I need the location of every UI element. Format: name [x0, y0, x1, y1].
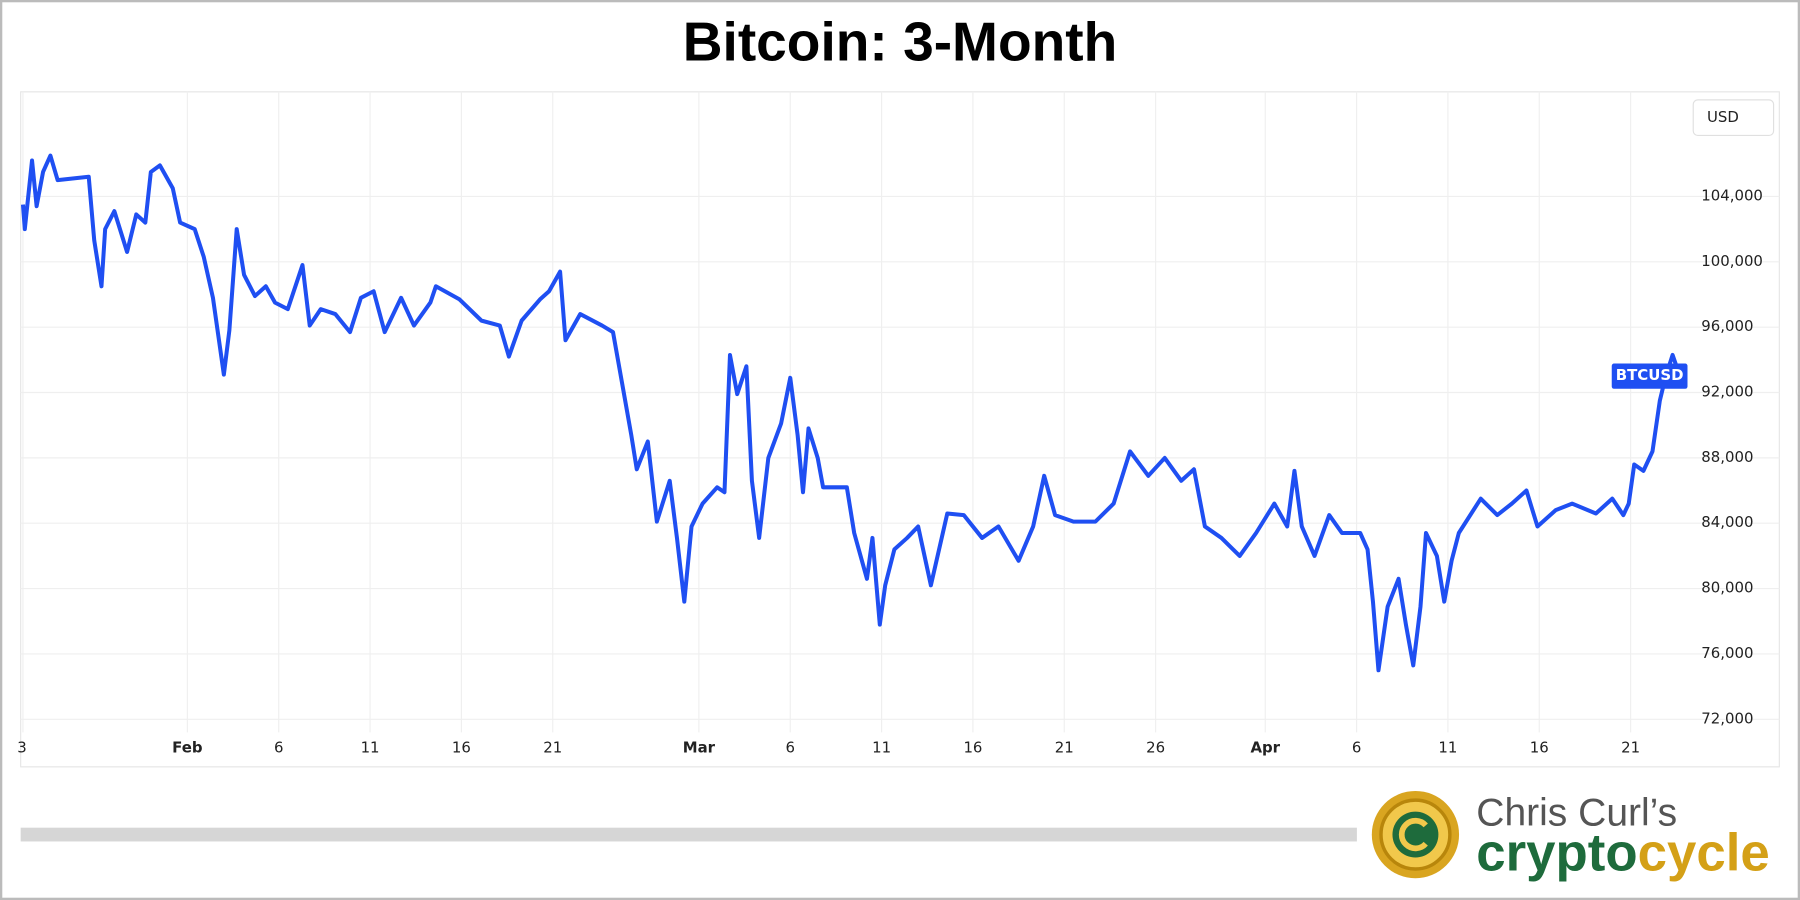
- x-tick-label: 26: [1146, 738, 1165, 756]
- x-tick-label: 6: [785, 738, 794, 756]
- logo-c: [1398, 817, 1428, 852]
- y-tick-label: 72,000: [1701, 709, 1753, 727]
- y-tick-label: 84,000: [1701, 513, 1753, 531]
- y-tick-label: 104,000: [1701, 186, 1763, 204]
- x-tick-label: 11: [361, 738, 380, 756]
- price-line: [20, 153, 1682, 673]
- unit-label: USD: [1707, 108, 1739, 126]
- y-tick-label: 96,000: [1701, 317, 1753, 335]
- chart-title: Bitcoin: 3-Month: [683, 10, 1118, 72]
- y-tick-label: 88,000: [1701, 448, 1753, 466]
- series-badge: [1611, 363, 1688, 389]
- logo-word: cryptocycle: [1476, 823, 1769, 882]
- plot-frame: [20, 91, 1780, 768]
- series-badge-label: BTCUSD: [1616, 366, 1684, 384]
- y-tick-label: 80,000: [1701, 579, 1753, 597]
- y-tick-label: 76,000: [1701, 644, 1753, 662]
- x-tick-label: 21: [1055, 738, 1074, 756]
- x-tick-label: Apr: [1250, 738, 1280, 756]
- logo: Chris Curl’s cryptocycle: [1371, 790, 1770, 882]
- x-tick-label: 3: [17, 738, 26, 756]
- x-tick-label: 11: [1438, 738, 1457, 756]
- x-tick-label: 21: [1621, 738, 1640, 756]
- unit-box: [1692, 99, 1775, 137]
- x-tick-label: Feb: [172, 738, 202, 756]
- x-tick-label: 16: [963, 738, 982, 756]
- y-tick-label: 100,000: [1701, 252, 1763, 270]
- x-tick-label: 6: [274, 738, 283, 756]
- scrollbar[interactable]: [20, 827, 1357, 842]
- x-tick-label: 16: [452, 738, 471, 756]
- x-tick-label: 11: [872, 738, 891, 756]
- x-tick-label: 6: [1352, 738, 1361, 756]
- y-tick-label: 92,000: [1701, 383, 1753, 401]
- logo-word-part2: cycle: [1638, 823, 1770, 882]
- x-tick-label: 16: [1530, 738, 1549, 756]
- x-tick-label: Mar: [683, 738, 716, 756]
- plot-area: 72,000 76,000 80,000 84,000 88,000 92,000 96,0…: [17, 91, 1780, 768]
- x-tick-label: 21: [543, 738, 562, 756]
- logo-line1: Chris Curl’s: [1476, 791, 1677, 834]
- logo-word-part1: crypto: [1476, 823, 1637, 882]
